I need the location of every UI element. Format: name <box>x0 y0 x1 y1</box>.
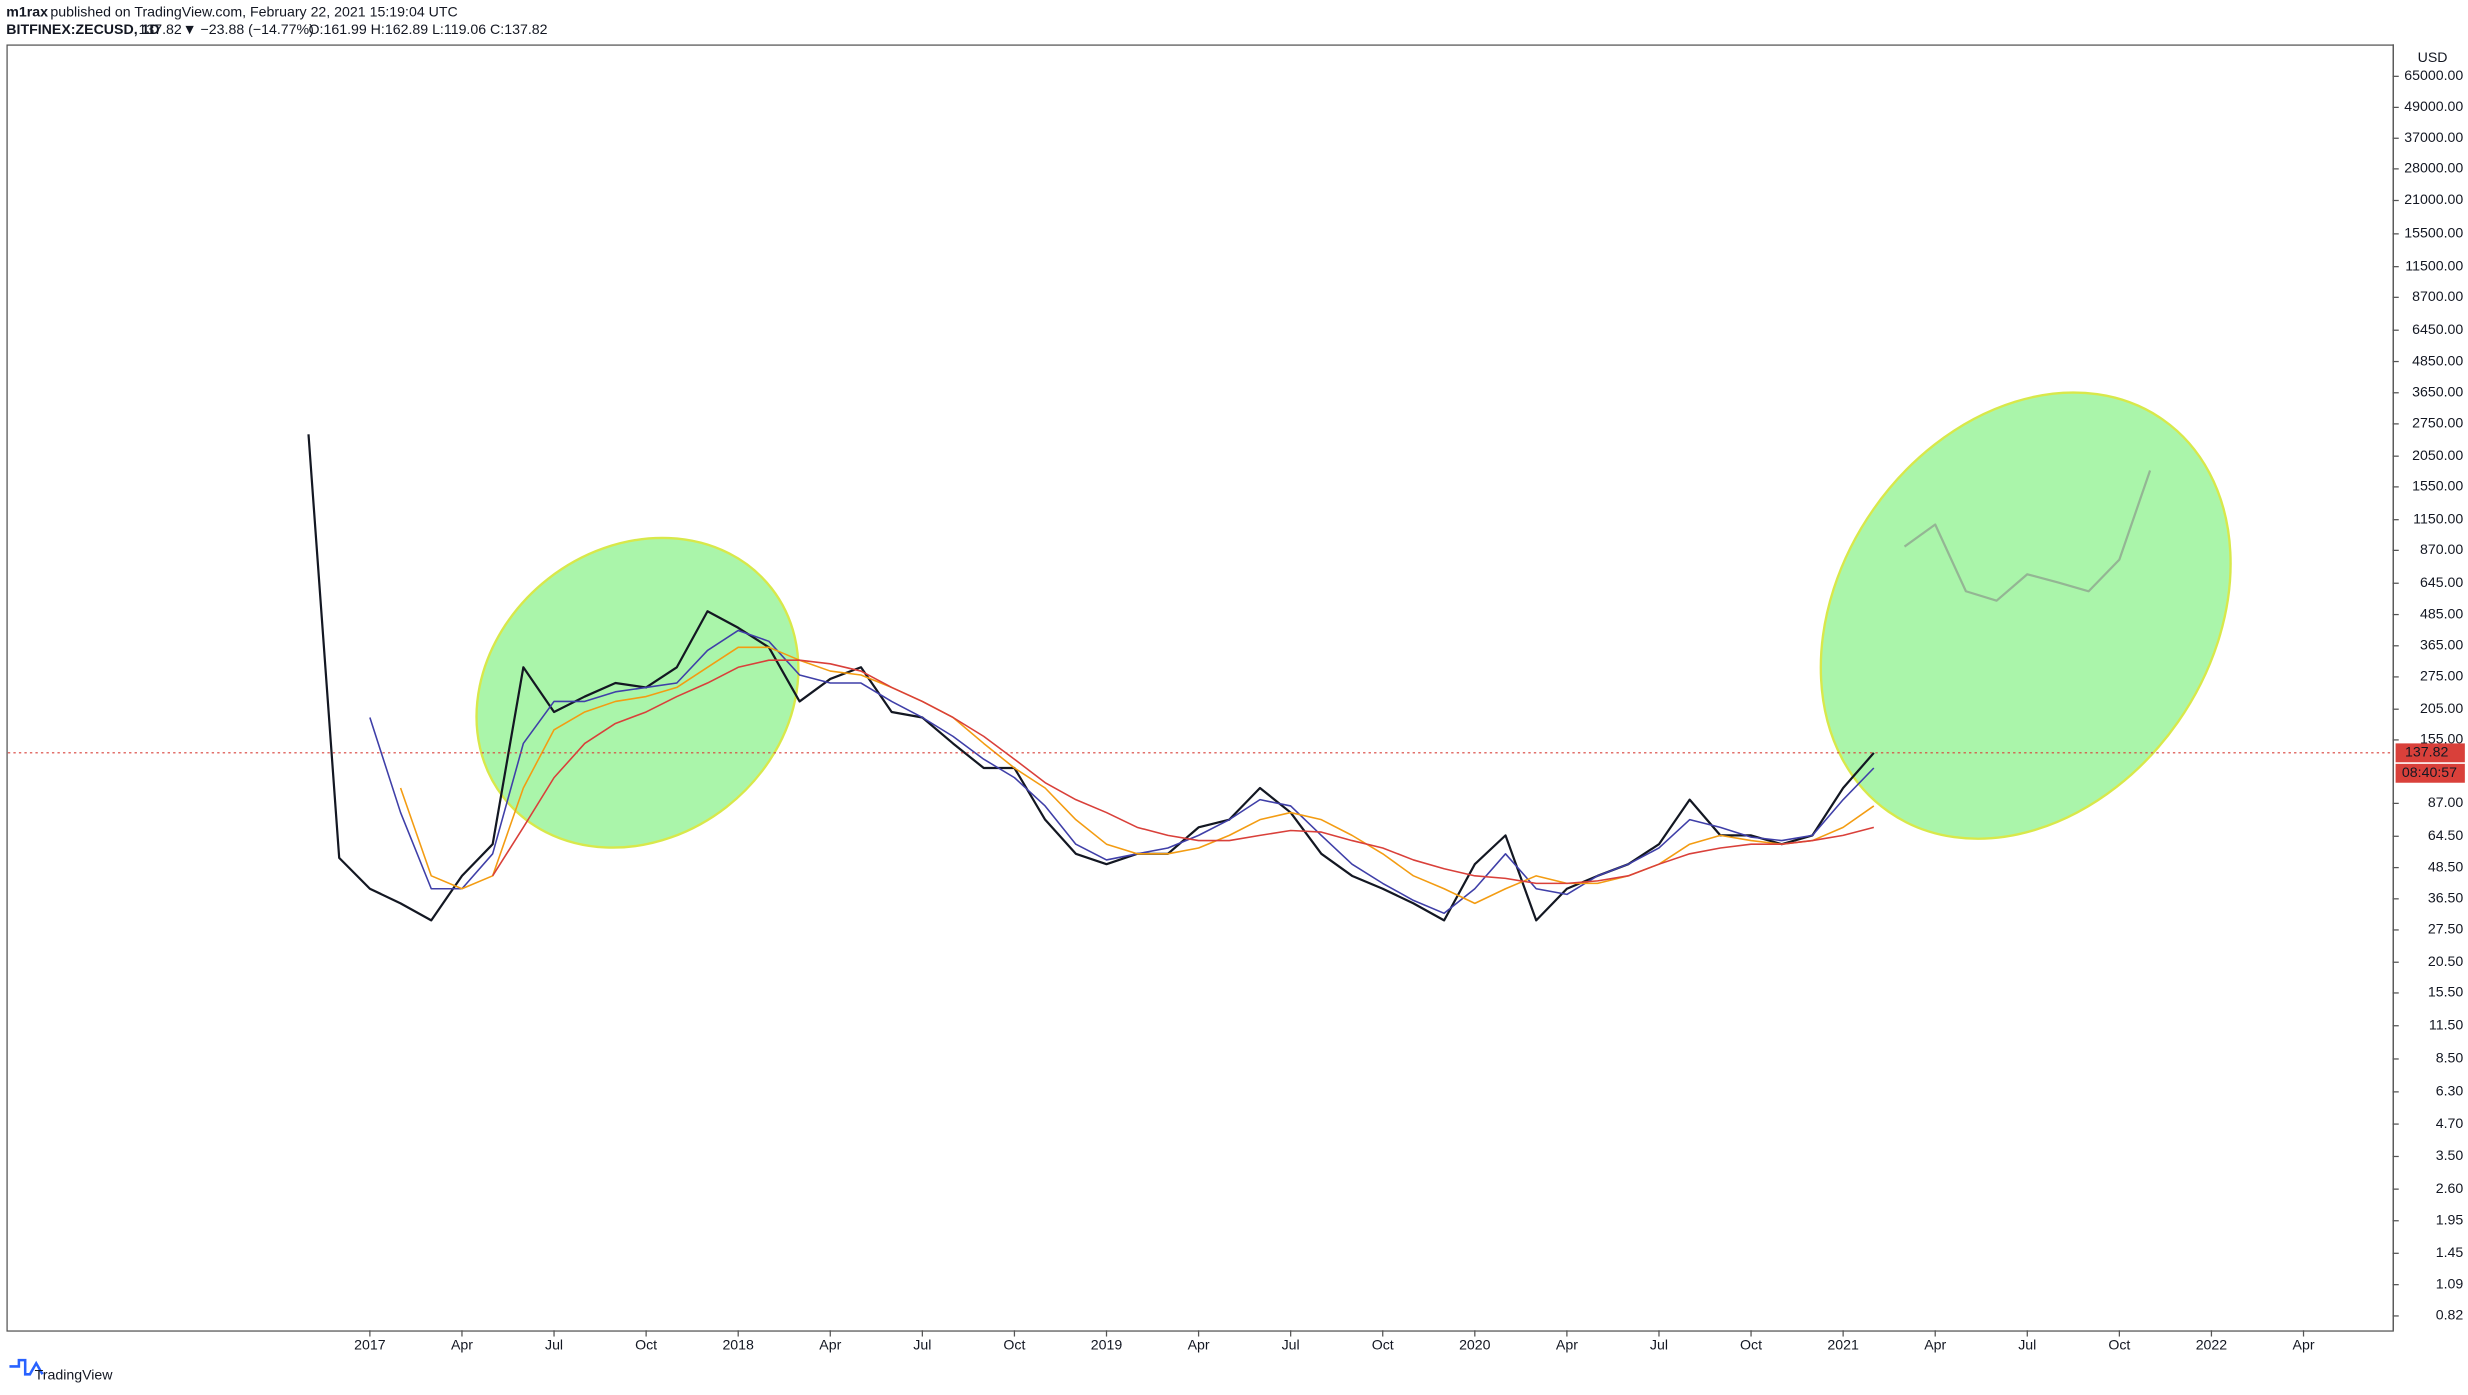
y-tick-label: 27.50 <box>2428 922 2464 938</box>
y-tick-label: 15.50 <box>2428 985 2464 1001</box>
x-tick-label: Apr <box>1556 1338 1578 1354</box>
published: published on TradingView.com, February 2… <box>50 5 457 21</box>
y-tick-label: 0.82 <box>2436 1308 2464 1324</box>
x-tick-label: Apr <box>1924 1338 1946 1354</box>
last-price: 137.82 <box>139 22 182 38</box>
x-tick-label: 2021 <box>1827 1338 1859 1354</box>
x-tick-label: Jul <box>913 1338 931 1354</box>
y-tick-label: 3650.00 <box>2412 385 2463 401</box>
y-tick-label: 1.45 <box>2436 1245 2464 1261</box>
y-tick-label: 15500.00 <box>2404 226 2463 242</box>
countdown-label: 08:40:57 <box>2402 765 2457 781</box>
x-tick-label: Jul <box>1650 1338 1668 1354</box>
y-tick-label: 8.50 <box>2436 1051 2464 1067</box>
x-tick-label: 2018 <box>722 1338 754 1354</box>
highlight-ellipse <box>475 536 800 849</box>
change: ▼ −23.88 (−14.77%) <box>183 22 314 38</box>
y-tick-label: 48.50 <box>2428 859 2464 875</box>
y-tick-label: 4850.00 <box>2412 353 2463 369</box>
y-tick-label: 2.60 <box>2436 1181 2464 1197</box>
y-tick-label: 20.50 <box>2428 954 2464 970</box>
y-tick-label: 87.00 <box>2428 795 2464 811</box>
x-tick-label: Oct <box>1003 1338 1025 1354</box>
brand: TradingView <box>35 1368 114 1384</box>
y-tick-label: 65000.00 <box>2404 68 2463 84</box>
y-tick-label: 6450.00 <box>2412 322 2463 338</box>
y-tick-label: 6.30 <box>2436 1084 2464 1100</box>
y-tick-label: 28000.00 <box>2404 161 2463 177</box>
y-tick-label: 11.50 <box>2429 1017 2464 1033</box>
y-tick-label: 365.00 <box>2420 638 2463 654</box>
x-tick-label: Oct <box>2108 1338 2130 1354</box>
y-tick-label: 36.50 <box>2428 891 2464 907</box>
price-badge-label: 137.82 <box>2405 745 2448 761</box>
y-tick-label: 2750.00 <box>2412 416 2463 432</box>
x-tick-label: Apr <box>451 1338 473 1354</box>
logo <box>9 1358 44 1376</box>
x-tick-label: 2017 <box>354 1338 386 1354</box>
y-tick-label: 1.95 <box>2436 1212 2464 1228</box>
y-tick-label: 2050.00 <box>2412 448 2463 464</box>
price-line <box>1903 470 2152 602</box>
y-tick-label: 4.70 <box>2436 1116 2464 1132</box>
y-tick-label: 870.00 <box>2420 542 2463 558</box>
x-tick-label: Apr <box>819 1338 841 1354</box>
x-tick-label: Oct <box>1740 1338 1762 1354</box>
y-tick-label: 645.00 <box>2420 575 2463 591</box>
y-tick-label: 64.50 <box>2428 828 2464 844</box>
y-tick-label: 275.00 <box>2420 669 2463 685</box>
y-tick-label: 205.00 <box>2420 701 2463 717</box>
currency: USD <box>2418 50 2448 66</box>
x-tick-label: Jul <box>545 1338 563 1354</box>
x-tick-label: 2020 <box>1459 1338 1491 1354</box>
price-line <box>369 629 1875 915</box>
price-badge <box>2395 743 2465 763</box>
y-tick-label: 37000.00 <box>2404 130 2463 146</box>
symbol: BITFINEX:ZECUSD, 1D <box>6 22 159 38</box>
x-tick-label: Oct <box>1372 1338 1394 1354</box>
x-tick-label: 2019 <box>1091 1338 1123 1354</box>
x-tick-label: Apr <box>2293 1338 2315 1354</box>
y-tick-label: 49000.00 <box>2404 99 2463 115</box>
x-tick-label: Oct <box>635 1338 657 1354</box>
highlight-ellipse <box>1819 391 2232 840</box>
y-tick-label: 1.09 <box>2436 1276 2464 1292</box>
x-tick-label: 2022 <box>2196 1338 2228 1354</box>
x-tick-label: Apr <box>1188 1338 1210 1354</box>
y-tick-label: 1150.00 <box>2413 511 2463 527</box>
countdown-badge <box>2395 763 2465 783</box>
y-tick-label: 3.50 <box>2436 1148 2464 1164</box>
author[interactable]: m1rax <box>6 5 48 21</box>
y-tick-label: 1550.00 <box>2412 479 2463 495</box>
x-tick-label: Jul <box>1282 1338 1300 1354</box>
price-line <box>491 659 1875 885</box>
y-tick-label: 8700.00 <box>2412 289 2463 305</box>
y-tick-label: 485.00 <box>2420 606 2463 622</box>
x-tick-label: Jul <box>2018 1338 2036 1354</box>
ohlc: O:161.99 H:162.89 L:119.06 C:137.82 <box>308 22 547 38</box>
y-tick-label: 21000.00 <box>2404 192 2463 208</box>
y-tick-label: 11500.00 <box>2405 258 2463 274</box>
